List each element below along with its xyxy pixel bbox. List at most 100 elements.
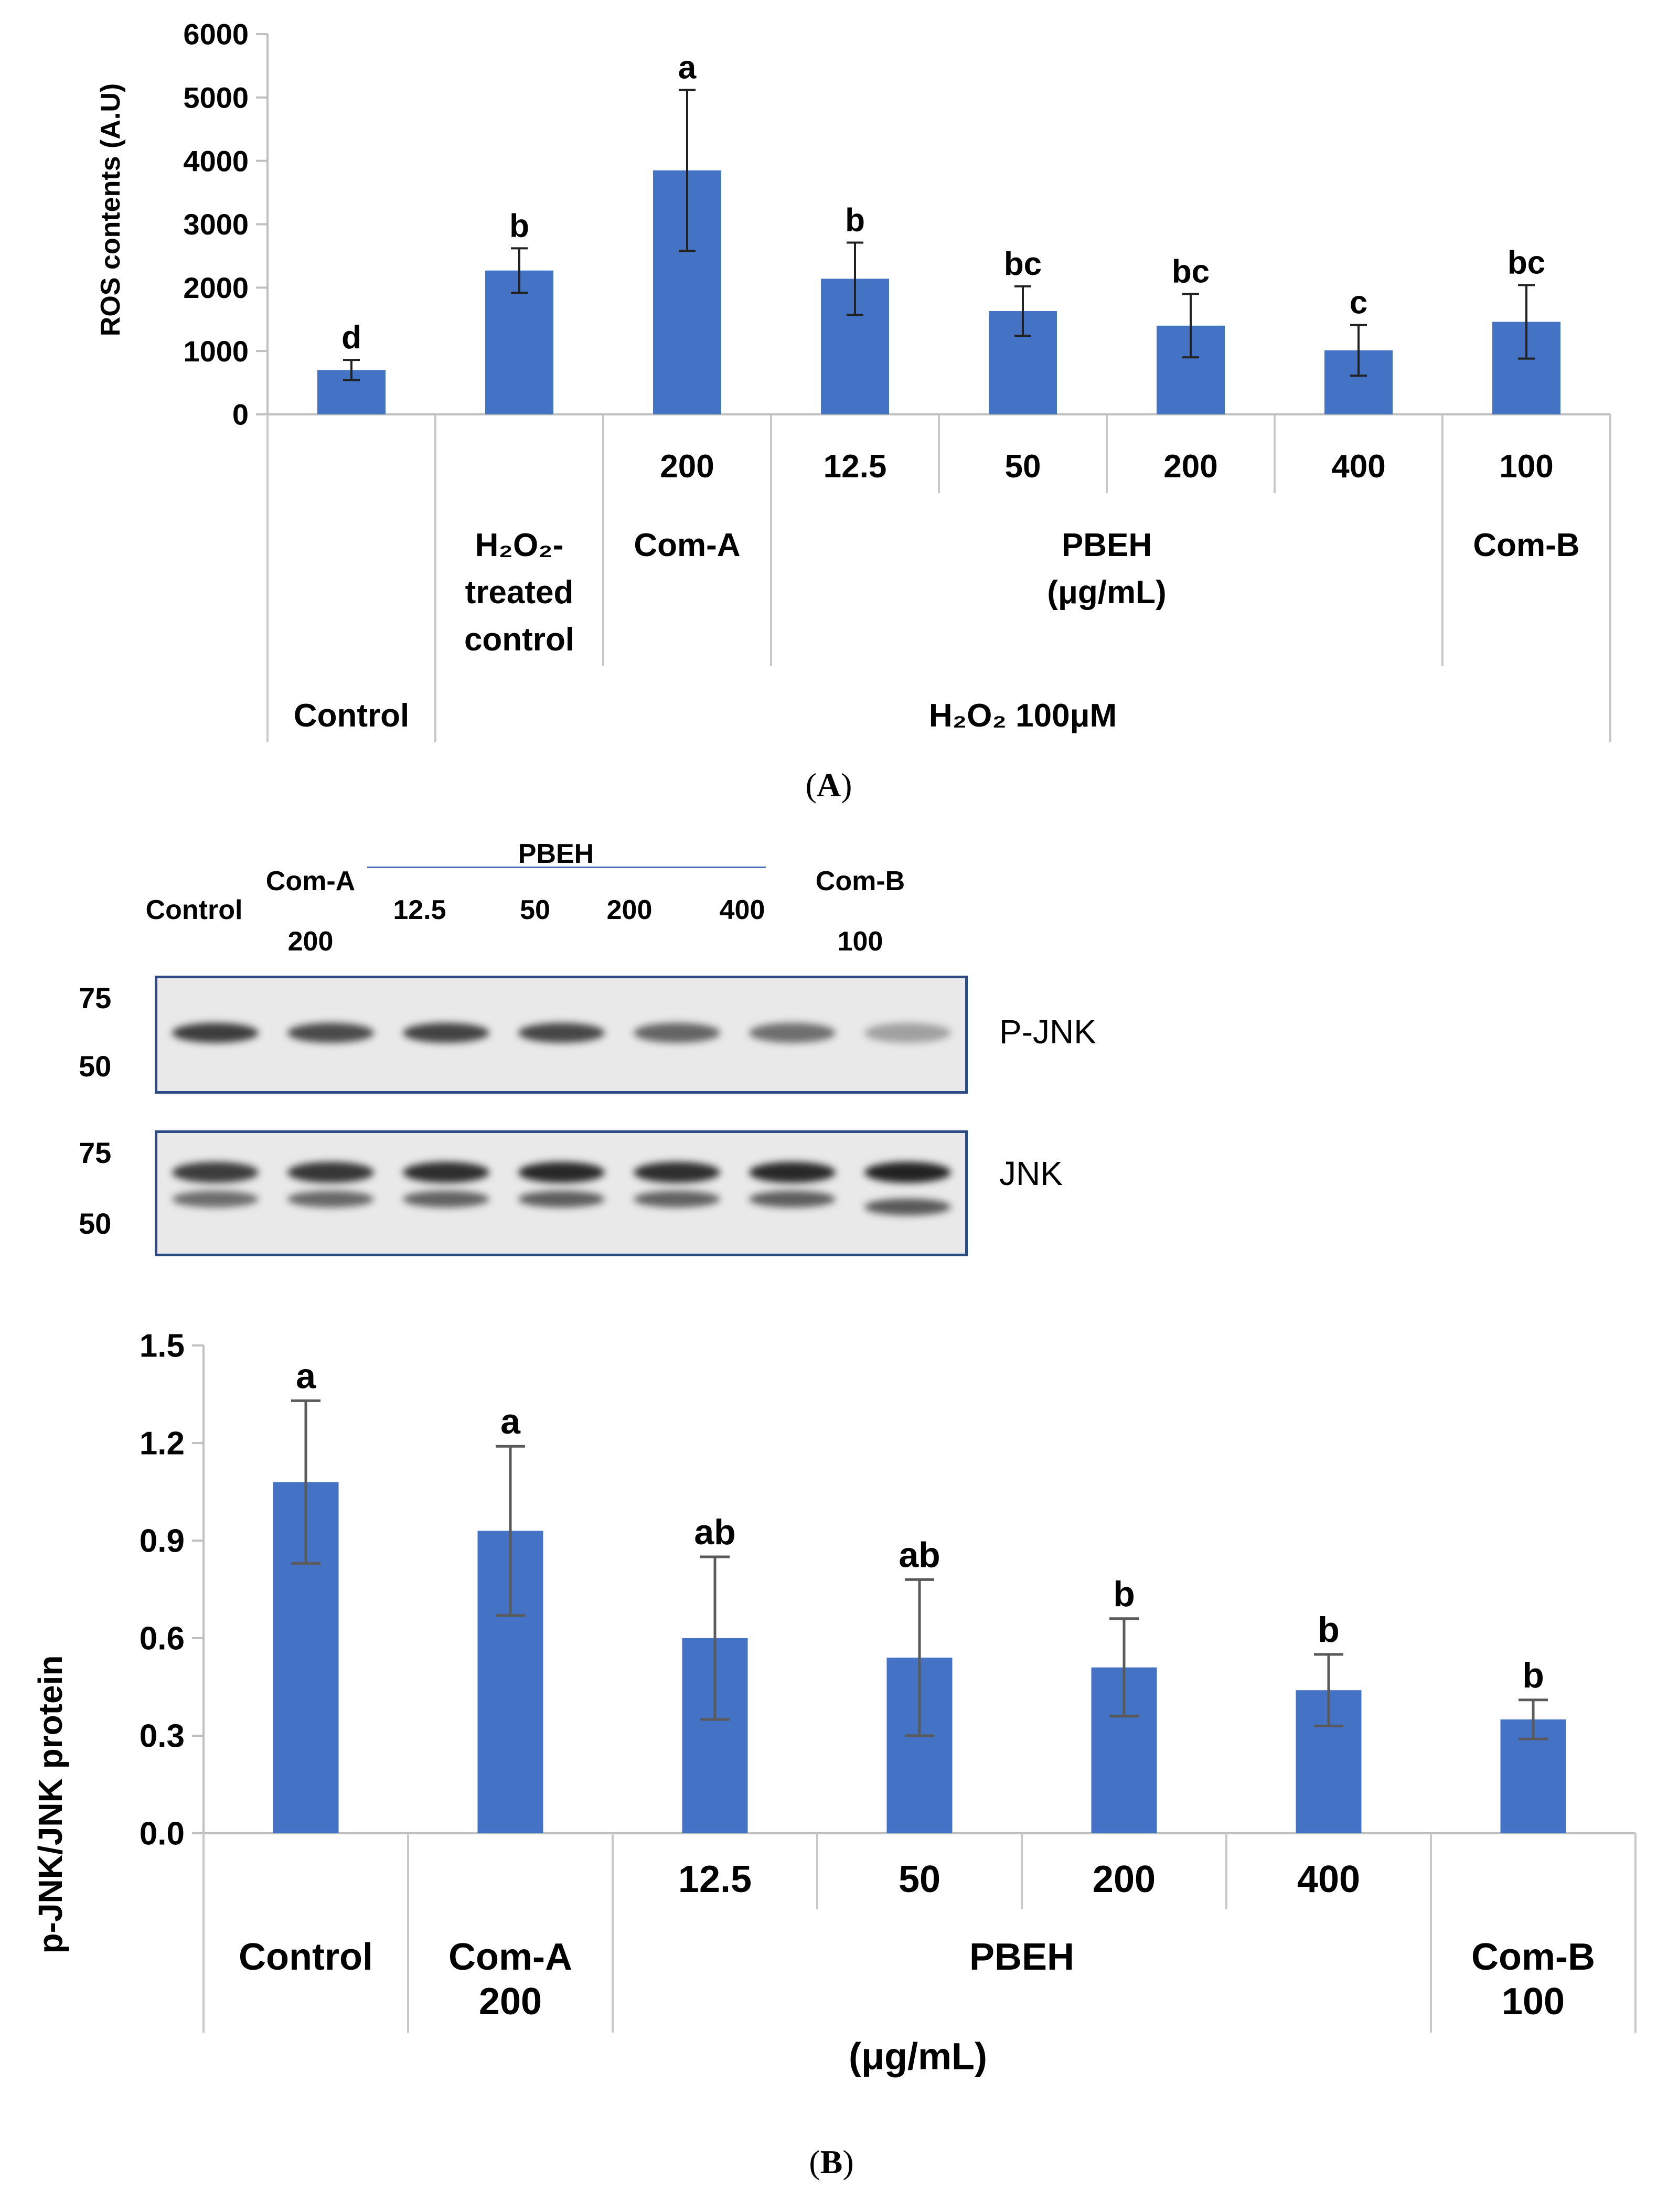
blot-band	[172, 1162, 259, 1183]
x-label-com-b-1: Com-B	[1471, 1936, 1595, 1978]
ros-y-axis-label: ROS contents (A.U)	[95, 83, 126, 336]
x-label-com-b-2: 100	[1502, 1981, 1565, 2023]
jnk-blot-image	[155, 1130, 968, 1256]
ros-axis-grid	[266, 34, 1610, 415]
x-label-com-b: Com-B	[1473, 527, 1579, 563]
blot-band-lower	[864, 1199, 951, 1215]
significance-letter: ab	[694, 1512, 735, 1552]
blot-band	[749, 1023, 836, 1043]
y-tick-label: 3000	[183, 208, 249, 241]
significance-letter: c	[1350, 285, 1367, 321]
significance-letter: d	[341, 319, 361, 356]
blot-band	[864, 1162, 951, 1183]
blot-band-lower	[172, 1191, 259, 1207]
blot-band	[287, 1162, 374, 1183]
y-tick-label: 4000	[183, 144, 249, 177]
pjnk-x-axis-labels: 12.5 50 200 400 Control Com-A 200 PBEH C…	[239, 1858, 1595, 2078]
pjnk-blot-image	[155, 976, 968, 1094]
x-label-com-a-1: Com-A	[448, 1936, 572, 1978]
bar	[485, 270, 553, 414]
blot-band-lower	[518, 1191, 605, 1207]
x-label-h2o2-100um: H₂O₂ 100μM	[929, 698, 1117, 734]
ros-bar-chart: d b a b bc bc c bc 0 1000 2000 3000 4000 5000 6000 RO…	[95, 18, 1611, 742]
significance-letter: b	[1318, 1610, 1340, 1650]
x-label-pbeh: PBEH	[969, 1936, 1074, 1978]
x-label-h2o2-treated-1: H₂O₂-	[475, 527, 564, 563]
significance-letter: b	[1113, 1574, 1135, 1614]
x-dose-pbeh-50: 50	[899, 1858, 940, 1900]
significance-letter: a	[296, 1356, 316, 1396]
x-label-control: Control	[294, 698, 409, 734]
wb-lane-com-b: Com-B	[815, 866, 905, 896]
y-tick-label: 1.2	[140, 1426, 185, 1462]
y-tick-label: 0.3	[140, 1718, 185, 1755]
blot-band-lower	[749, 1191, 836, 1207]
ros-bars: d b a b bc bc c bc	[317, 49, 1560, 414]
y-tick-label: 0.6	[140, 1621, 185, 1657]
ros-x-axis-labels: 200 12.5 50 200 400 100 H₂O₂- treated co…	[294, 448, 1580, 734]
blot-band-lower	[633, 1191, 720, 1207]
x-dose-pbeh-12-5: 12.5	[678, 1858, 752, 1900]
blot-band	[518, 1162, 605, 1183]
blot-band	[518, 1023, 605, 1043]
western-blot-figure: Control Com-A 200 PBEH 12.5 50 200 400 C…	[0, 829, 1657, 1259]
pjnk-blot-label: P-JNK	[999, 1013, 1096, 1051]
pjnk-mw-50: 50	[79, 1050, 112, 1083]
pjnk-y-axis-label: p-JNK/JNK protein	[31, 1655, 69, 1954]
jnk-blot-label: JNK	[999, 1155, 1063, 1192]
wb-lane-com-a-dose: 200	[287, 926, 334, 957]
jnk-mw-75: 75	[79, 1136, 112, 1169]
blot-band	[402, 1023, 489, 1043]
x-label-h2o2-treated-2: treated	[465, 574, 574, 611]
wb-lane-pbeh-200: 200	[606, 895, 653, 925]
blot-band-lower	[402, 1191, 489, 1207]
x-dose-pbeh-12-5: 12.5	[824, 448, 887, 485]
significance-letter: bc	[1508, 245, 1545, 281]
significance-letter: a	[678, 49, 697, 86]
x-dose-pbeh-200: 200	[1163, 448, 1217, 485]
x-dose-com-b: 100	[1499, 448, 1553, 485]
blot-band	[402, 1162, 489, 1183]
significance-letter: a	[500, 1402, 521, 1441]
pjnk-y-ticks: 0.0 0.3 0.6 0.9 1.2 1.5	[140, 1328, 204, 1852]
y-tick-label: 5000	[183, 81, 249, 114]
pjnk-x-axis-separators	[202, 1833, 1637, 2033]
significance-letter: bc	[1172, 253, 1210, 290]
wb-lane-control: Control	[145, 895, 243, 925]
x-label-unit: (μg/mL)	[849, 2036, 987, 2078]
pjnk-bars: a a ab ab b b b	[273, 1356, 1566, 1833]
x-label-h2o2-treated-3: control	[464, 622, 574, 658]
wb-pbeh-bracket-line	[367, 867, 766, 868]
x-label-pbeh-2: (μg/mL)	[1047, 574, 1166, 611]
ros-y-ticks: 0 1000 2000 3000 4000 5000 6000	[183, 18, 268, 431]
y-tick-label: 0.9	[140, 1523, 185, 1559]
x-label-control: Control	[239, 1936, 373, 1978]
significance-letter: bc	[1004, 246, 1042, 282]
blot-band	[172, 1023, 259, 1043]
wb-lane-pbeh-400: 400	[719, 895, 765, 925]
blot-band	[864, 1023, 951, 1043]
x-dose-com-a: 200	[660, 448, 714, 485]
y-tick-label: 1.5	[140, 1328, 185, 1364]
blot-band	[633, 1023, 720, 1043]
pjnk-ratio-bar-chart: a a ab ab b b b 0.0 0.3 0.6 0.9 1.2 1.5 p-JNK/JNK p…	[31, 1328, 1637, 2078]
x-dose-pbeh-200: 200	[1093, 1858, 1156, 1900]
y-tick-label: 2000	[183, 271, 249, 304]
wb-lane-pbeh-12-5: 12.5	[393, 895, 446, 925]
jnk-mw-50: 50	[79, 1207, 112, 1240]
ros-x-axis-separators	[266, 414, 1611, 742]
x-dose-pbeh-50: 50	[1005, 448, 1041, 485]
x-dose-pbeh-400: 400	[1297, 1858, 1360, 1900]
significance-letter: ab	[899, 1535, 940, 1575]
blot-band	[633, 1162, 720, 1183]
y-tick-label: 6000	[183, 18, 249, 51]
significance-letter: b	[1522, 1655, 1544, 1695]
x-label-com-a-2: 200	[479, 1981, 542, 2023]
blot-band-lower	[287, 1191, 374, 1207]
wb-lane-com-b-dose: 100	[837, 926, 883, 957]
blot-band	[749, 1162, 836, 1183]
panel-b-label: (B)	[809, 2143, 854, 2181]
pjnk-mw-75: 75	[79, 981, 112, 1014]
blot-band	[287, 1023, 374, 1043]
x-dose-pbeh-400: 400	[1331, 448, 1385, 485]
